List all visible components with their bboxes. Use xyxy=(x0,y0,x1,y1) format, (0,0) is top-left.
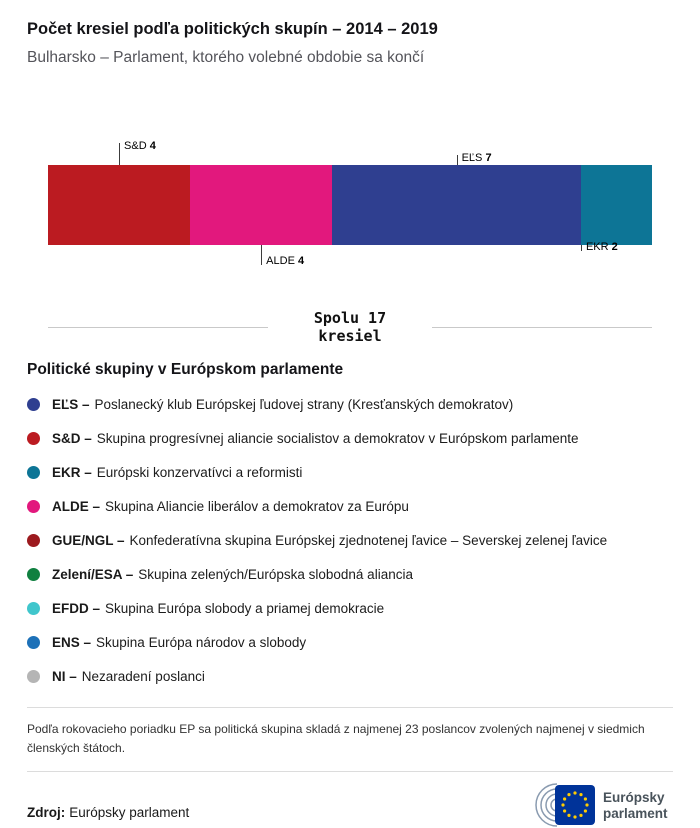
page-title: Počet kresiel podľa politických skupín –… xyxy=(27,20,438,38)
bar-segment-ALDE xyxy=(190,165,333,245)
legend-item-gue-ngl: GUE/NGL – Konfederatívna skupina Európske… xyxy=(27,523,673,557)
legend-dot-icon xyxy=(27,397,40,411)
legend-desc: Skupina progresívnej aliancie socialisto… xyxy=(96,430,579,446)
legend-list: EĽS – Poslanecký klub Európskej ľudovej s… xyxy=(27,387,673,693)
legend-abbr: S&D – xyxy=(52,430,92,446)
total-seats-row: Spolu 17 kresiel xyxy=(48,309,652,345)
stacked-bar xyxy=(48,165,652,245)
source-value: Európsky parlament xyxy=(69,805,190,821)
bar-segment-EKR xyxy=(580,165,652,245)
eu-flag-icon xyxy=(555,785,595,826)
source-line: Zdroj: Európsky parlament xyxy=(27,805,189,820)
bar-labels-bottom: ALDE 4 EKR 2 xyxy=(48,241,652,273)
legend-abbr: Zelení/ESA – xyxy=(52,566,134,582)
legend-dot-icon xyxy=(27,601,40,615)
legend-item-ekr: EKR – Európski konzervatívci a reformisti xyxy=(27,455,673,489)
legend-desc: Európski konzervatívci a reformisti xyxy=(96,464,303,480)
bar-segment-S&D xyxy=(48,165,191,245)
rule-left xyxy=(48,326,268,328)
bar-label-tick xyxy=(119,143,121,165)
bar-label-S&D: S&D 4 xyxy=(119,140,156,165)
legend-item-alde: ALDE – Skupina Aliancie liberálov a demok… xyxy=(27,489,673,523)
legend-abbr: EFDD – xyxy=(52,600,101,616)
legend-abbr: EKR – xyxy=(52,464,92,480)
legend-item-ni: NI – Nezaradení poslanci xyxy=(27,659,673,693)
bar-label-text: S&D 4 xyxy=(124,140,156,152)
bar-segment-EĽS xyxy=(332,165,581,245)
legend-abbr: ENS – xyxy=(52,634,92,650)
bar-label-ALDE: ALDE 4 xyxy=(261,245,305,267)
european-parliament-logo: Európsky parlament xyxy=(535,783,668,827)
legend-desc: Poslanecký klub Európskej ľudovej strany… xyxy=(94,396,514,412)
legend-abbr: EĽS – xyxy=(52,396,90,412)
divider-bottom xyxy=(27,771,673,773)
bar-label-EĽS: EĽS 7 xyxy=(456,152,492,165)
total-line2: kresiel xyxy=(318,327,382,345)
page-subtitle: Bulharsko – Parlament, ktorého volebné o… xyxy=(27,49,425,66)
legend-item-ens: ENS – Skupina Európa národov a slobody xyxy=(27,625,673,659)
logo-text-line2: parlament xyxy=(603,806,668,821)
legend-abbr: ALDE – xyxy=(52,498,101,514)
legend-desc: Konfederatívna skupina Európskej zjednot… xyxy=(129,532,608,548)
bar-label-text: EKR 2 xyxy=(585,241,618,253)
legend-abbr: NI – xyxy=(52,668,77,684)
legend-desc: Skupina Európa slobody a priamej demokra… xyxy=(105,600,385,616)
legend-dot-icon xyxy=(27,465,40,479)
legend-item-zeleni-esa: Zelení/ESA – Skupina zelených/Európska sl… xyxy=(27,557,673,591)
legend-item-els: EĽS – Poslanecký klub Európskej ľudovej s… xyxy=(27,387,673,421)
bar-label-text: ALDE 4 xyxy=(266,255,305,267)
seats-chart: S&D 4 EĽS 7 ALDE 4 EKR 2 xyxy=(48,139,652,273)
legend-dot-icon xyxy=(27,533,40,547)
bar-label-text: EĽS 7 xyxy=(461,152,492,164)
legend-dot-icon xyxy=(27,431,40,445)
footer: Zdroj: Európsky parlament xyxy=(27,782,673,828)
legend-item-sd: S&D – Skupina progresívnej aliancie socia… xyxy=(27,421,673,455)
total-seats-label: Spolu 17 kresiel xyxy=(314,309,386,345)
bar-label-tick xyxy=(580,245,582,251)
rule-right xyxy=(432,326,652,328)
bar-labels-top: S&D 4 EĽS 7 xyxy=(48,139,652,165)
legend-item-efdd: EFDD – Skupina Európa slobody a priamej d… xyxy=(27,591,673,625)
bar-label-tick xyxy=(261,245,263,265)
legend-desc: Skupina Aliancie liberálov a demokratov … xyxy=(105,498,409,514)
source-label: Zdroj: xyxy=(27,805,66,821)
logo-text-line1: Európsky xyxy=(603,790,665,805)
legend-dot-icon xyxy=(27,635,40,649)
total-line1: Spolu 17 xyxy=(313,309,387,327)
legend-title: Politické skupiny v Európskom parlamente xyxy=(27,361,344,378)
bar-label-EKR: EKR 2 xyxy=(580,241,618,253)
legend-desc: Skupina Európa národov a slobody xyxy=(96,634,307,650)
legend-desc: Skupina zelených/Európska slobodná alian… xyxy=(138,566,413,582)
legend-desc: Nezaradení poslanci xyxy=(81,668,205,684)
legend-dot-icon xyxy=(27,669,40,683)
legend-dot-icon xyxy=(27,499,40,513)
bar-label-tick xyxy=(456,155,458,165)
footnote-text: Podľa rokovacieho poriadku EP sa politic… xyxy=(27,722,645,755)
legend-abbr: GUE/NGL – xyxy=(52,532,125,548)
legend-dot-icon xyxy=(27,567,40,581)
divider-top xyxy=(27,707,673,708)
